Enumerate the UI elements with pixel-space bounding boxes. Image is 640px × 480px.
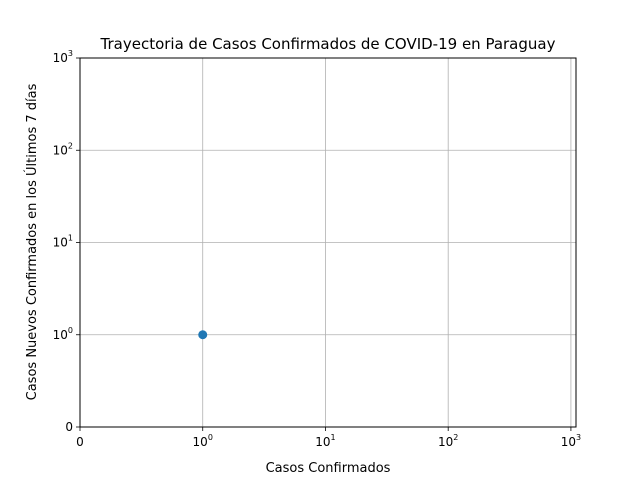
- x-tick-label: 103: [561, 433, 581, 449]
- y-tick-label: 100: [53, 326, 73, 342]
- y-tick-label: 0: [65, 420, 73, 434]
- x-tick-label: 101: [315, 433, 335, 449]
- x-tick-label: 102: [438, 433, 458, 449]
- y-axis-label: Casos Nuevos Confirmados en los Últimos …: [24, 83, 40, 400]
- data-point: [198, 330, 208, 340]
- y-tick-label: 101: [53, 234, 73, 250]
- chart-title: Trayectoria de Casos Confirmados de COVI…: [100, 35, 556, 53]
- x-tick-label: 0: [76, 435, 84, 449]
- scatter-points: [198, 330, 208, 340]
- x-axis-ticks: 0 100 101 102 103: [76, 427, 581, 449]
- x-axis-label: Casos Confirmados: [266, 461, 391, 476]
- y-tick-label: 103: [53, 49, 73, 65]
- y-axis-ticks: 0 100 101 102 103: [53, 49, 80, 434]
- grid: [80, 57, 576, 427]
- y-tick-label: 102: [53, 141, 73, 157]
- x-tick-label: 100: [193, 433, 213, 449]
